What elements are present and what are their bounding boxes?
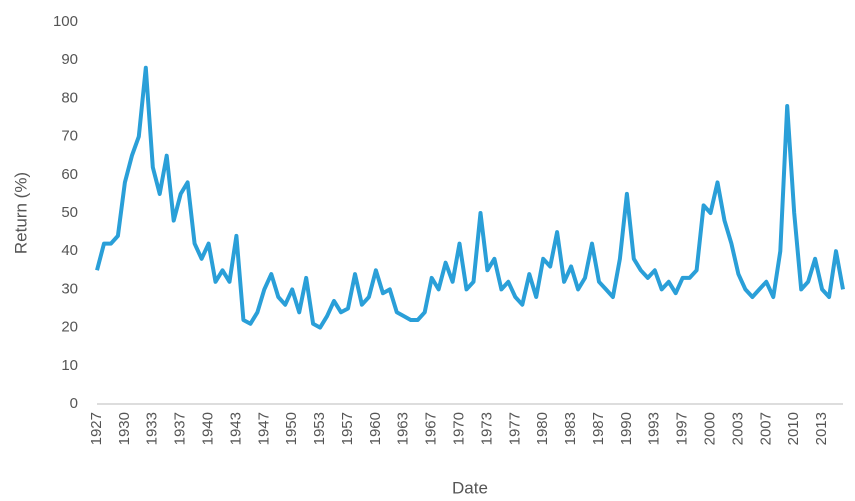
y-tick-label: 60 [61, 166, 78, 183]
y-tick-label: 70 [61, 128, 78, 145]
x-tick-label: 1937 [172, 412, 189, 445]
x-tick-label: 1993 [646, 412, 663, 445]
x-tick-label: 1947 [255, 412, 272, 445]
x-tick-label: 1973 [478, 412, 495, 445]
series-line [95, 65, 845, 330]
y-tick-label: 50 [61, 204, 78, 221]
x-tick-label: 2007 [757, 412, 774, 445]
x-tick-label: 1933 [144, 412, 161, 445]
y-tick-label: 20 [61, 319, 78, 336]
x-tick-label: 2013 [813, 412, 830, 445]
x-tick-label: 2003 [729, 412, 746, 445]
x-tick-label: 1950 [283, 412, 300, 445]
x-tick-label: 1960 [367, 412, 384, 445]
x-tick-label: 1997 [674, 412, 691, 445]
x-tick-label: 1927 [88, 412, 105, 445]
x-tick-label: 1957 [339, 412, 356, 445]
y-axis-title: Return (%) [11, 172, 30, 254]
y-tick-label: 30 [61, 280, 78, 297]
y-tick-label: 40 [61, 242, 78, 259]
x-tick-label: 1963 [395, 412, 412, 445]
x-tick-label: 1930 [116, 412, 133, 445]
x-tick-label: 1970 [451, 412, 468, 445]
x-tick-label: 2010 [785, 412, 802, 445]
x-axis-title: Date [452, 478, 488, 497]
y-tick-label: 90 [61, 51, 78, 68]
x-tick-label: 1980 [534, 412, 551, 445]
x-tick-label: 2000 [702, 412, 719, 445]
y-tick-label: 80 [61, 89, 78, 106]
x-tick-label: 1967 [423, 412, 440, 445]
x-tick-label: 1977 [506, 412, 523, 445]
x-tick-label: 1990 [618, 412, 635, 445]
x-tick-label: 1953 [311, 412, 328, 445]
x-tick-label: 1983 [562, 412, 579, 445]
y-tick-label: 100 [53, 13, 78, 30]
y-tick-label: 0 [70, 395, 78, 412]
x-tick-label: 1987 [590, 412, 607, 445]
y-tick-label: 10 [61, 357, 78, 374]
x-tick-label: 1940 [200, 412, 217, 445]
x-tick-label: 1943 [227, 412, 244, 445]
